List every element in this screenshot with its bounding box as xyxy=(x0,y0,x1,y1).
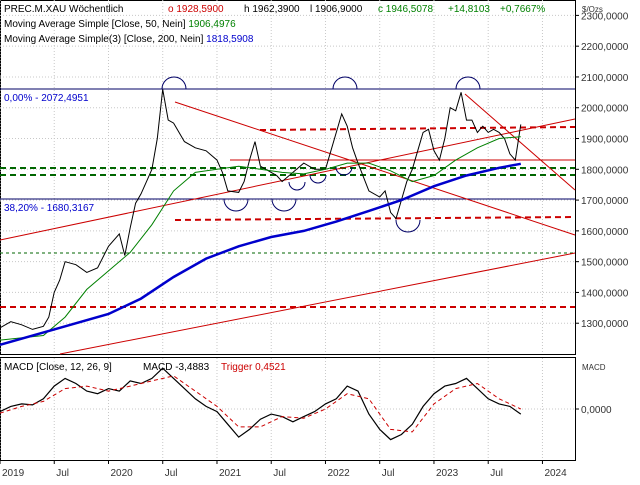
currency-label: $/Ozs xyxy=(582,5,603,14)
legend-ma50: Moving Average Simple [Close, 50, Nein] … xyxy=(4,19,236,30)
red-downtrend-2 xyxy=(464,93,576,191)
legend-open: o 1928,5900 xyxy=(168,4,224,15)
price-y-tick-label: 1800,0000 xyxy=(581,165,629,176)
price-y-tick-label: 2100,0000 xyxy=(581,73,629,84)
price-y-tick-label: 1600,0000 xyxy=(581,227,629,238)
x-tick-label: 2020 xyxy=(110,468,133,479)
macd-legend: MACD [Close, 12, 26, 9] MACD -3,4883 Tri… xyxy=(4,362,606,373)
price-y-tick-label: 1900,0000 xyxy=(581,135,629,146)
arc-top-3 xyxy=(455,76,481,90)
legend-change: +14,8103 xyxy=(448,4,490,15)
price-y-tick-label: 1700,0000 xyxy=(581,196,629,207)
red-channel-lower xyxy=(59,252,576,355)
macd-legend-trigger: Trigger 0,4521 xyxy=(221,362,286,373)
arc-top-2 xyxy=(332,76,358,90)
arc-bottom-1 xyxy=(223,198,249,212)
x-tick-label: Jul xyxy=(165,468,178,479)
red-downtrend-1 xyxy=(174,101,576,236)
legend-symbol: PREC.M.XAU Wöchentlich xyxy=(4,4,123,15)
x-tick-label: 2023 xyxy=(436,468,459,479)
arc-bottom-2 xyxy=(271,198,297,212)
price-y-tick-label: 2000,0000 xyxy=(581,104,629,115)
macd-series-line xyxy=(0,367,522,441)
macd-y-tick-label: 0,0000 xyxy=(581,405,612,416)
x-tick-label: Jul xyxy=(273,468,286,479)
price-panel-frame xyxy=(0,0,576,355)
macd-layer xyxy=(0,367,522,441)
price-y-tick-label: 1500,0000 xyxy=(581,258,629,269)
price-y-tick-label: 2200,0000 xyxy=(581,42,629,53)
red-channel-upper xyxy=(0,118,576,241)
ma50-series-line xyxy=(0,136,521,341)
x-tick-label: 2019 xyxy=(2,468,25,479)
annotations xyxy=(0,76,576,355)
arc-bottom-3 xyxy=(395,219,421,233)
legend-pct: +0,7667% xyxy=(500,4,545,15)
price-y-tick-label: 2300,0000 xyxy=(581,11,629,22)
fib-0-label: 0,00% - 2072,4951 xyxy=(4,93,89,104)
legend-low: l 1906,9000 xyxy=(310,4,363,15)
price-y-tick-label: 1400,0000 xyxy=(581,288,629,299)
red-dash-resistance xyxy=(259,126,576,131)
price-series-line xyxy=(0,89,522,330)
legend-close: c 1946,5078 xyxy=(378,4,433,15)
x-tick-label: 2024 xyxy=(544,468,567,479)
x-tick-label: 2022 xyxy=(327,468,350,479)
macd-legend-label: MACD [Close, 12, 26, 9] xyxy=(4,362,112,373)
macd-legend-value: MACD -3,4883 xyxy=(143,362,210,373)
trigger-series-line xyxy=(0,375,522,433)
arc-small-2 xyxy=(309,174,327,184)
legend-high: h 1962,3900 xyxy=(244,4,300,15)
macd-panel-label: MACD xyxy=(582,363,606,372)
x-tick-label: 2021 xyxy=(219,468,242,479)
price-y-tick-label: 1300,0000 xyxy=(581,319,629,330)
series-layer xyxy=(0,89,522,347)
price-legend: PREC.M.XAU Wöchentlich o 1928,5900 h 196… xyxy=(4,4,603,214)
red-dash-support xyxy=(174,216,576,221)
legend-ma200: Moving Average Simple(3) [Close, 200, Ne… xyxy=(4,34,254,45)
x-tick-label: Jul xyxy=(490,468,503,479)
arc-small-3 xyxy=(335,166,353,176)
arc-top-1 xyxy=(161,76,187,90)
x-tick-label: Jul xyxy=(56,468,69,479)
x-tick-label: Jul xyxy=(382,468,395,479)
arc-small-1 xyxy=(288,181,306,191)
axis-layer: 1300,0000 1400,0000 1500,0000 1600,0000 1700… xyxy=(0,11,629,479)
fib-38-label: 38,20% - 1680,3167 xyxy=(4,203,95,214)
ma200-series-line xyxy=(0,162,522,347)
